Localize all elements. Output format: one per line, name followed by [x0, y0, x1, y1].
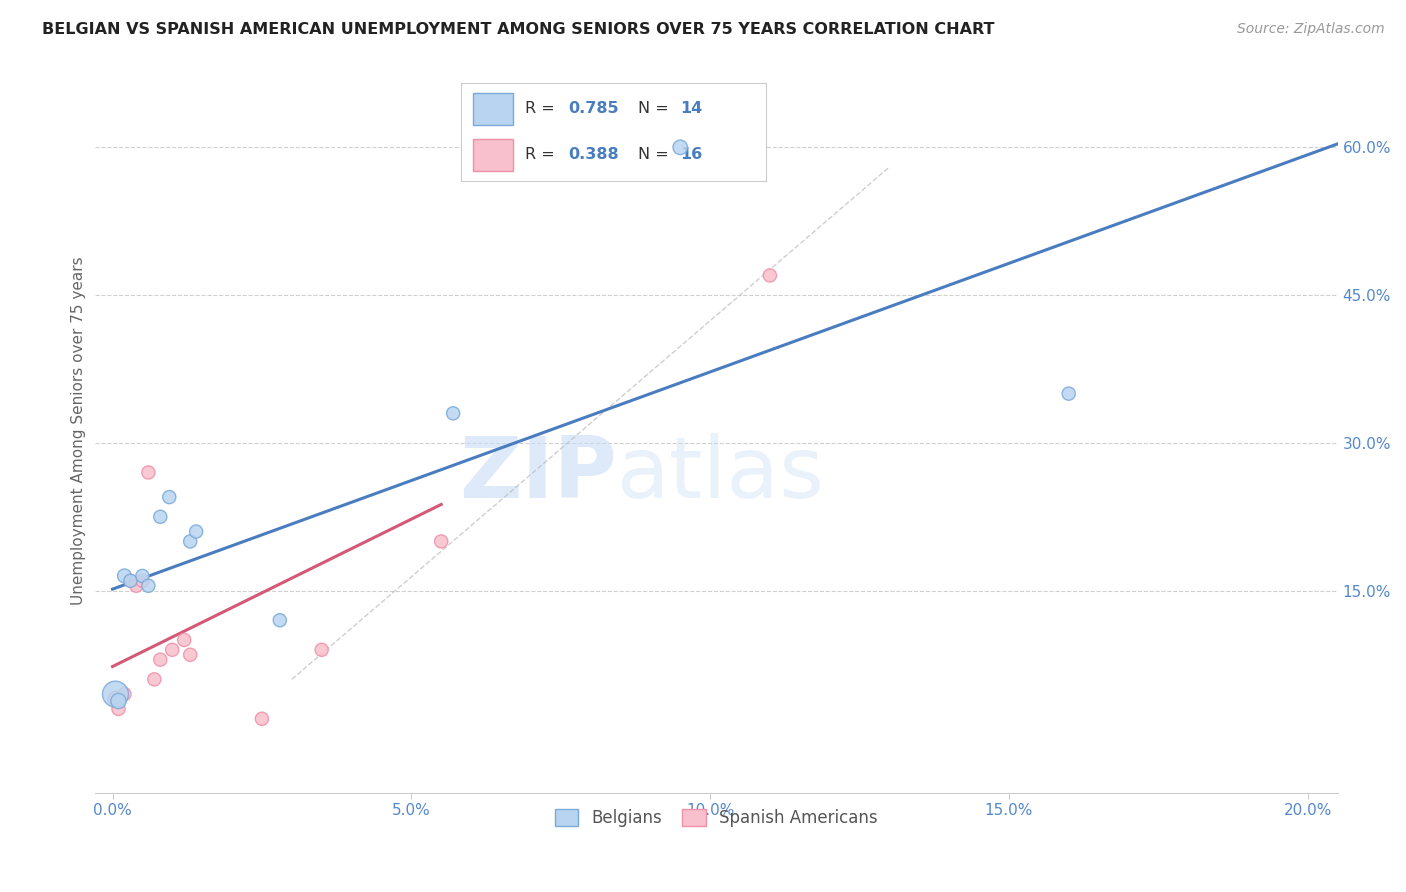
Point [669, 140, 692, 154]
Point [107, 694, 129, 708]
Point [157, 490, 180, 504]
Point [114, 569, 136, 583]
Point [104, 687, 127, 701]
Point [138, 579, 160, 593]
Point [120, 574, 142, 588]
Text: BELGIAN VS SPANISH AMERICAN UNEMPLOYMENT AMONG SENIORS OVER 75 YEARS CORRELATION: BELGIAN VS SPANISH AMERICAN UNEMPLOYMENT… [42, 22, 994, 37]
Text: Source: ZipAtlas.com: Source: ZipAtlas.com [1237, 22, 1385, 37]
Point [131, 574, 153, 588]
Point [269, 613, 291, 627]
Point [250, 712, 273, 726]
Point [138, 466, 160, 480]
Y-axis label: Unemployment Among Seniors over 75 years: Unemployment Among Seniors over 75 years [72, 256, 86, 605]
Point [179, 534, 201, 549]
Point [125, 579, 148, 593]
Point [143, 673, 166, 687]
Point [173, 632, 195, 647]
Text: atlas: atlas [617, 433, 825, 516]
Point [759, 268, 782, 283]
Point [131, 569, 153, 583]
Point [186, 524, 208, 539]
Point [162, 642, 184, 657]
Point [179, 648, 201, 662]
Point [107, 702, 129, 716]
Point [120, 574, 142, 588]
Legend: Belgians, Spanish Americans: Belgians, Spanish Americans [547, 800, 886, 835]
Point [430, 534, 453, 549]
Text: ZIP: ZIP [458, 433, 617, 516]
Point [311, 642, 333, 657]
Point [441, 406, 464, 420]
Point [114, 687, 136, 701]
Point [149, 509, 172, 524]
Point [149, 653, 172, 667]
Point [1057, 386, 1080, 401]
Point [104, 692, 127, 706]
